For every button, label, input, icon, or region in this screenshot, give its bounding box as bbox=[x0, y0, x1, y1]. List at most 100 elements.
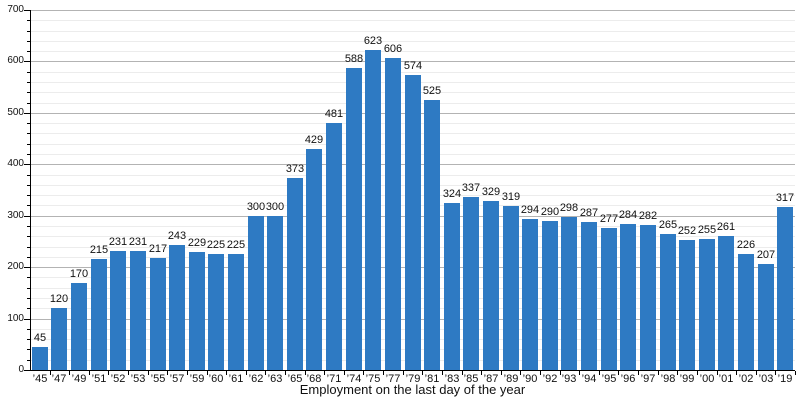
x-tick-label: ’90 bbox=[522, 373, 538, 385]
bar-value-label: 287 bbox=[579, 207, 599, 219]
bar-value-label: 265 bbox=[658, 219, 678, 231]
major-gridline bbox=[30, 61, 795, 63]
bar-value-label: 170 bbox=[69, 268, 89, 280]
y-axis-minor-tick bbox=[27, 20, 30, 22]
bar-value-label: 231 bbox=[108, 236, 128, 248]
x-axis-tick bbox=[305, 371, 306, 375]
y-axis-major-tick bbox=[24, 267, 30, 269]
x-tick-label: ’63 bbox=[267, 373, 283, 385]
bar bbox=[405, 74, 421, 370]
minor-gridline bbox=[30, 40, 795, 42]
y-axis-major-tick bbox=[24, 10, 30, 11]
x-axis-tick bbox=[795, 371, 796, 375]
x-axis-tick bbox=[540, 371, 541, 375]
y-axis-minor-tick bbox=[27, 236, 30, 238]
x-axis-tick bbox=[658, 371, 659, 375]
x-axis-tick bbox=[363, 371, 364, 375]
major-gridline bbox=[30, 10, 795, 11]
y-axis-minor-tick bbox=[27, 246, 30, 248]
x-axis-tick bbox=[638, 371, 639, 375]
bar-value-label: 229 bbox=[187, 237, 207, 249]
bar bbox=[738, 253, 754, 370]
bar-value-label: 217 bbox=[148, 243, 168, 255]
x-axis-tick bbox=[775, 371, 776, 375]
y-axis-major-tick bbox=[24, 215, 30, 217]
x-tick-label: ’81 bbox=[424, 373, 440, 385]
bar bbox=[424, 100, 440, 370]
bar bbox=[228, 254, 244, 370]
x-axis-tick bbox=[108, 371, 109, 375]
x-tick-label: ’59 bbox=[189, 373, 205, 385]
x-tick-label: ’61 bbox=[228, 373, 244, 385]
x-axis-tick bbox=[717, 371, 718, 375]
x-tick-label: ’01 bbox=[718, 373, 734, 385]
bar bbox=[267, 215, 283, 370]
bar bbox=[110, 251, 126, 370]
bar bbox=[503, 205, 519, 370]
x-axis-tick bbox=[501, 371, 502, 375]
bar bbox=[777, 206, 793, 370]
x-axis-tick bbox=[756, 371, 757, 375]
x-axis-tick bbox=[50, 371, 51, 375]
x-tick-label: ’94 bbox=[581, 373, 597, 385]
bar-value-label: 290 bbox=[540, 206, 560, 218]
y-axis-minor-tick bbox=[27, 308, 30, 310]
x-axis-tick bbox=[599, 371, 600, 375]
bar-value-label: 588 bbox=[344, 53, 364, 65]
x-tick-label: ’62 bbox=[248, 373, 264, 385]
bar bbox=[287, 178, 303, 370]
x-tick-label: ’68 bbox=[306, 373, 322, 385]
x-tick-label: ’93 bbox=[561, 373, 577, 385]
y-tick-label: 700 bbox=[7, 4, 24, 15]
bar bbox=[561, 216, 577, 370]
y-tick-label: 100 bbox=[7, 312, 24, 324]
y-axis-minor-tick bbox=[27, 82, 30, 83]
bar bbox=[150, 258, 166, 370]
y-tick-label: 600 bbox=[7, 55, 24, 67]
x-axis-tick bbox=[462, 371, 463, 375]
y-axis-line bbox=[30, 10, 31, 370]
x-tick-label: ’51 bbox=[91, 373, 107, 385]
bar-value-label: 329 bbox=[481, 186, 501, 198]
x-axis-tick bbox=[344, 371, 345, 375]
y-axis-minor-tick bbox=[27, 359, 30, 361]
minor-gridline bbox=[30, 51, 795, 53]
x-tick-label: ’77 bbox=[385, 373, 401, 385]
x-tick-label: ’47 bbox=[51, 373, 67, 385]
y-axis-minor-tick bbox=[27, 92, 30, 94]
x-axis-tick bbox=[442, 371, 443, 375]
bar-value-label: 623 bbox=[363, 35, 383, 47]
y-tick-label: 300 bbox=[7, 209, 24, 221]
x-tick-label: ’92 bbox=[542, 373, 558, 385]
y-axis-major-tick bbox=[24, 164, 30, 166]
bar bbox=[542, 220, 558, 370]
bar bbox=[660, 233, 676, 370]
x-tick-label: ’45 bbox=[32, 373, 48, 385]
x-axis-tick bbox=[383, 371, 384, 375]
y-axis-minor-tick bbox=[27, 154, 30, 155]
bar bbox=[463, 196, 479, 370]
bar-value-label: 284 bbox=[618, 209, 638, 221]
bar-value-label: 207 bbox=[756, 249, 776, 261]
y-axis-minor-tick bbox=[27, 30, 30, 32]
y-axis-minor-tick bbox=[27, 174, 30, 176]
y-axis-minor-tick bbox=[27, 287, 30, 289]
bar bbox=[365, 49, 381, 370]
bar-value-label: 337 bbox=[461, 182, 481, 194]
y-tick-label: 400 bbox=[7, 158, 24, 170]
x-axis-tick bbox=[520, 371, 521, 375]
bar-value-label: 231 bbox=[128, 236, 148, 248]
bar-value-label: 252 bbox=[677, 225, 697, 237]
x-axis-tick bbox=[148, 371, 149, 375]
x-tick-label: ’98 bbox=[660, 373, 676, 385]
bar bbox=[679, 240, 695, 370]
x-tick-label: ’55 bbox=[150, 373, 166, 385]
bar bbox=[208, 254, 224, 370]
x-tick-label: ’53 bbox=[130, 373, 146, 385]
x-axis-line bbox=[30, 370, 795, 371]
bar-value-label: 300 bbox=[246, 201, 266, 213]
y-axis-minor-tick bbox=[27, 339, 30, 341]
x-tick-label: ’49 bbox=[71, 373, 87, 385]
x-axis-tick bbox=[89, 371, 90, 375]
bar-value-label: 243 bbox=[167, 230, 187, 242]
